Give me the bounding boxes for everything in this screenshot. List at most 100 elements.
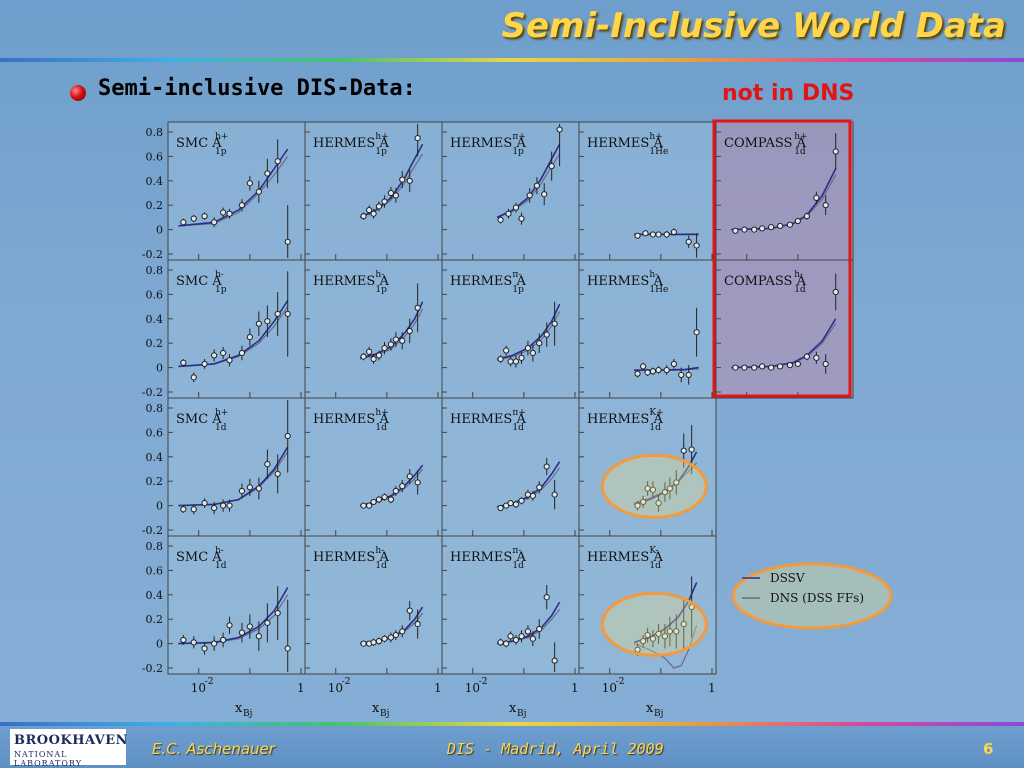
data-point (366, 206, 373, 214)
panel-14: HERMES AK+ 1d (578, 397, 717, 537)
y-tick-label: 0.2 (146, 475, 164, 488)
data-point (406, 473, 413, 480)
data-point (399, 628, 406, 635)
data-point (822, 202, 829, 209)
data-point (399, 482, 406, 490)
data-point (360, 353, 367, 360)
panel-label-sup: h- (649, 270, 658, 280)
data-point (497, 355, 504, 363)
panel-label-sup: K+ (649, 408, 663, 418)
data-point (741, 226, 748, 233)
data-point (255, 320, 262, 327)
data-point (551, 320, 558, 327)
data-point (201, 360, 208, 368)
panel-label: COMPASS A (724, 136, 807, 151)
data-point (655, 231, 662, 238)
panel-label-sub: 1d (215, 423, 227, 433)
panel-label-sub: 1d (512, 561, 524, 571)
panel-label: SMC A (176, 274, 222, 289)
panel-label-sub: 1d (375, 423, 387, 433)
dssv-curve (178, 446, 289, 507)
data-point (649, 635, 657, 642)
panel-label: HERMES A (587, 136, 663, 151)
data-point (512, 358, 520, 365)
data-point (274, 470, 281, 477)
data-point (375, 203, 383, 210)
footer-bar (0, 726, 1024, 768)
data-point (524, 344, 532, 352)
panel-label-sub: 1p (375, 147, 387, 157)
data-point (190, 215, 197, 222)
data-point (663, 231, 670, 238)
x-tick-label-exp: -2 (479, 677, 488, 687)
data-point (685, 238, 692, 245)
data-point (666, 628, 673, 635)
data-point (655, 366, 662, 374)
data-point (503, 347, 510, 354)
data-point (822, 360, 829, 368)
data-point (543, 463, 550, 470)
data-point (201, 213, 208, 220)
y-tick-label: 0 (156, 638, 163, 651)
data-point (813, 194, 820, 201)
panel-label-sub: 1d (794, 147, 806, 157)
panel-label-sub: 1d (649, 561, 661, 571)
panel-label: HERMES A (313, 136, 389, 151)
y-tick-label: 0.4 (146, 313, 164, 326)
x-axis-label: x (235, 701, 243, 716)
data-point (505, 210, 512, 217)
data-point (518, 497, 525, 504)
dssv-curve (496, 303, 561, 360)
panel-label-sup: h+ (215, 132, 228, 142)
data-point (832, 288, 839, 296)
data-point (406, 327, 413, 335)
panel-6: SMC Ah- 1p (167, 259, 306, 399)
not-in-dns-annotation: not in DNS (722, 81, 855, 106)
panel-label-sub: 1He (649, 285, 668, 295)
panel-label: HERMES A (450, 136, 526, 151)
data-point (264, 170, 271, 177)
x-tick-label-exp: -2 (205, 677, 214, 687)
data-point (634, 370, 641, 377)
panel-label-sup: h+ (375, 132, 388, 142)
y-tick-label: 0 (156, 362, 163, 375)
data-point (813, 354, 820, 361)
not-in-dns-box (712, 119, 852, 398)
panel-frame (578, 535, 717, 675)
y-tick-label: 0.4 (146, 175, 164, 188)
panel-16: HERMES Ah- 1d (304, 535, 443, 675)
data-point (661, 489, 669, 496)
panel-label: HERMES A (313, 550, 389, 565)
y-tick-label: 0.6 (146, 426, 164, 439)
data-point (381, 635, 388, 642)
data-point (655, 630, 662, 637)
data-point (399, 337, 406, 344)
data-point (794, 217, 801, 225)
data-point (370, 355, 377, 363)
panel-18: HERMES AK- 1d (578, 535, 717, 675)
slide-title: Semi-Inclusive World Data (501, 6, 1006, 46)
legend-entry: DNS (DSS FFs) (770, 591, 864, 605)
data-point (381, 344, 388, 352)
data-point (529, 635, 536, 642)
y-tick-label: 0.8 (146, 540, 164, 553)
data-point (387, 496, 395, 503)
legend: DSSV DNS (DSS FFs) (731, 562, 893, 630)
x-axis-label: x (372, 701, 380, 716)
panel-label-sub: 1d (649, 423, 661, 433)
data-point (238, 202, 246, 209)
data-point (777, 363, 784, 370)
data-point (688, 446, 695, 453)
legend-entry: DSSV (770, 571, 805, 585)
data-point (264, 318, 271, 325)
panel-17: HERMES Aπ- 1d (441, 535, 580, 675)
footer-conference: DIS - Madrid, April 2009 (447, 740, 664, 758)
data-point (226, 502, 233, 509)
data-point (211, 640, 218, 647)
panel-label: HERMES A (313, 274, 389, 289)
data-point (220, 636, 227, 644)
data-point (663, 366, 670, 374)
data-point (180, 636, 187, 644)
data-point (541, 191, 548, 198)
